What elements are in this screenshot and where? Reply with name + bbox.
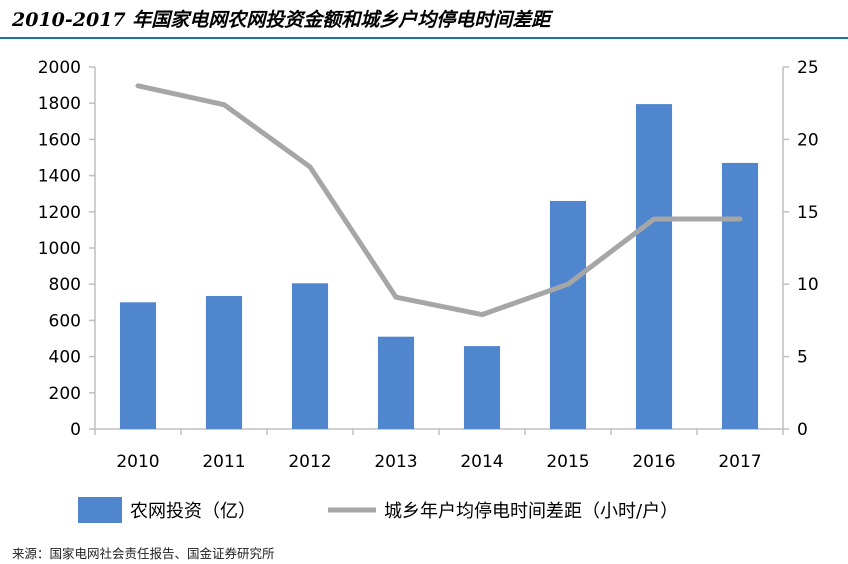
line-point <box>481 314 483 316</box>
line-point <box>739 218 741 220</box>
legend: 农网投资（亿） 城乡年户均停电时间差距（小时/户） <box>78 497 678 523</box>
bar <box>291 283 329 429</box>
left-tick-label: 1400 <box>38 167 81 187</box>
line-point <box>309 166 311 168</box>
x-tick-label: 2015 <box>546 452 589 472</box>
left-tick-label: 0 <box>70 420 81 440</box>
bar <box>377 336 415 429</box>
x-tick-label: 2017 <box>718 452 761 472</box>
bar-series <box>119 104 759 429</box>
line-point <box>395 296 397 298</box>
line-path <box>135 83 743 318</box>
left-tick-label: 2000 <box>38 58 81 78</box>
left-tick-label: 1000 <box>38 239 81 259</box>
bar <box>721 162 759 429</box>
x-tick-label: 2013 <box>374 452 417 472</box>
bar <box>549 200 587 429</box>
line-point <box>137 85 139 87</box>
left-axis-ticks: 0 200 400 600 800 1000 1200 1400 1600 1800 2000 <box>38 58 95 440</box>
bar <box>119 302 157 429</box>
source-note: 来源：国家电网社会责任报告、国金证券研究所 <box>12 546 275 561</box>
right-tick-label: 20 <box>797 130 819 150</box>
left-tick-label: 1800 <box>38 94 81 114</box>
right-tick-label: 5 <box>797 348 808 368</box>
line-series <box>135 83 743 318</box>
left-tick-label: 1200 <box>38 203 81 223</box>
x-tick-label: 2011 <box>202 452 245 472</box>
title-divider <box>0 37 848 39</box>
left-tick-label: 1600 <box>38 130 81 150</box>
line-point <box>223 104 225 106</box>
left-tick-label: 800 <box>49 275 81 295</box>
left-tick-label: 200 <box>49 384 81 404</box>
x-tick-label: 2010 <box>116 452 159 472</box>
bar <box>635 104 673 429</box>
right-tick-label: 15 <box>797 203 819 223</box>
right-tick-label: 25 <box>797 58 819 78</box>
left-tick-label: 600 <box>49 311 81 331</box>
right-axis-ticks: 0 5 10 15 20 25 <box>783 58 819 440</box>
chart-title: 2010-2017 年国家电网农网投资金额和城乡户均停电时间差距 <box>12 9 551 31</box>
bar <box>205 295 243 429</box>
x-tick-label: 2014 <box>460 452 503 472</box>
axes <box>94 67 784 430</box>
legend-bar-label: 农网投资（亿） <box>130 501 256 522</box>
legend-bar-swatch <box>78 497 122 523</box>
left-tick-label: 400 <box>49 348 81 368</box>
x-tick-label: 2016 <box>632 452 675 472</box>
bar <box>463 346 501 429</box>
line-point <box>567 283 569 285</box>
line-point <box>653 218 655 220</box>
legend-line-label: 城乡年户均停电时间差距（小时/户） <box>384 501 678 522</box>
x-axis-ticks: 2010 2011 2012 2013 2014 2015 2016 2017 <box>94 429 784 472</box>
x-tick-label: 2012 <box>288 452 331 472</box>
right-tick-label: 10 <box>797 275 819 295</box>
right-tick-label: 0 <box>797 420 808 440</box>
